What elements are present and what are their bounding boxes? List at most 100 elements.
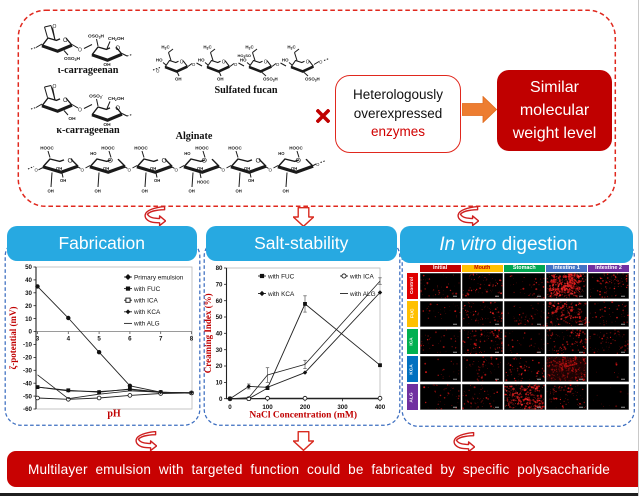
svg-text:H3C: H3C <box>245 45 254 51</box>
svg-text:O: O <box>306 59 310 65</box>
svg-text:20: 20 <box>25 303 32 310</box>
svg-text:200: 200 <box>300 404 311 411</box>
svg-text:-30: -30 <box>23 368 33 375</box>
svg-text:O: O <box>156 69 160 74</box>
svg-text:OH: OH <box>56 166 62 171</box>
svg-text:-40: -40 <box>23 380 33 387</box>
svg-text:10: 10 <box>216 380 223 387</box>
svg-text:O: O <box>175 168 179 173</box>
svg-text:0: 0 <box>228 404 232 411</box>
svg-text:Primary emulsion: Primary emulsion <box>134 274 184 281</box>
svg-text:OH: OH <box>60 178 66 183</box>
svg-text:with FUC: with FUC <box>133 286 161 293</box>
svg-text:OH: OH <box>103 62 111 68</box>
svg-text:70: 70 <box>216 282 223 289</box>
svg-text:HOOC: HOOC <box>195 146 209 151</box>
svg-text:OH: OH <box>217 77 224 82</box>
svg-text:O: O <box>276 62 280 67</box>
svg-text:O: O <box>264 59 268 65</box>
svg-text:O: O <box>63 38 68 44</box>
svg-text:HO3SO: HO3SO <box>237 53 251 59</box>
svg-text:OH: OH <box>142 189 148 194</box>
svg-text:CH2OH: CH2OH <box>108 36 125 42</box>
svg-text:OH: OH <box>150 166 156 171</box>
svg-text:OH: OH <box>244 166 250 171</box>
svg-text:OH: OH <box>189 189 195 194</box>
svg-text:HOOC: HOOC <box>134 146 148 151</box>
svg-text:HO: HO <box>156 58 163 63</box>
svg-text:-10: -10 <box>23 342 33 349</box>
svg-text:400: 400 <box>375 404 386 411</box>
svg-text:30: 30 <box>216 347 223 354</box>
svg-text:OSO3H: OSO3H <box>305 77 320 83</box>
svg-text:300: 300 <box>337 404 348 411</box>
svg-text:O: O <box>128 168 132 173</box>
svg-text:100: 100 <box>262 404 273 411</box>
svg-text:HO: HO <box>240 58 247 63</box>
svg-text:HO: HO <box>278 151 285 156</box>
svg-text:OH: OH <box>236 189 242 194</box>
svg-text:OH: OH <box>103 166 109 171</box>
svg-text:O: O <box>202 158 207 164</box>
svg-text:0: 0 <box>219 396 223 403</box>
svg-text:40: 40 <box>216 331 223 338</box>
svg-text:OH: OH <box>154 178 160 183</box>
svg-text:O: O <box>162 158 167 164</box>
svg-text:with KCA: with KCA <box>133 309 161 316</box>
svg-text:HO: HO <box>90 151 97 156</box>
svg-text:OH: OH <box>68 116 76 122</box>
svg-text:O: O <box>78 48 82 54</box>
svg-text:O: O <box>108 158 113 164</box>
svg-text:OH: OH <box>175 77 182 82</box>
svg-text:O: O <box>319 60 323 65</box>
svg-text:OH: OH <box>248 178 254 183</box>
svg-text:HOOC: HOOC <box>101 146 115 151</box>
svg-text:50: 50 <box>25 264 32 271</box>
svg-text:OSO3-: OSO3- <box>89 94 103 100</box>
svg-text:-60: -60 <box>23 406 33 413</box>
svg-text:5: 5 <box>97 336 101 343</box>
svg-text:-50: -50 <box>23 393 33 400</box>
svg-text:50: 50 <box>216 314 223 321</box>
svg-text:10: 10 <box>25 316 32 323</box>
svg-text:with KCA: with KCA <box>267 291 295 298</box>
svg-text:8: 8 <box>190 336 194 343</box>
svg-text:0: 0 <box>29 329 33 336</box>
svg-text:4: 4 <box>67 336 71 343</box>
svg-text:OSO3H: OSO3H <box>88 34 105 40</box>
svg-text:OH: OH <box>283 189 289 194</box>
svg-text:HO: HO <box>282 58 289 63</box>
svg-text:OSO3H: OSO3H <box>263 77 278 83</box>
svg-text:O: O <box>115 106 120 112</box>
svg-text:with FUC: with FUC <box>267 273 295 280</box>
svg-text:20: 20 <box>216 363 223 370</box>
svg-text:with ICA: with ICA <box>133 298 159 305</box>
svg-text:60: 60 <box>216 298 223 305</box>
svg-text:OH: OH <box>197 166 203 171</box>
svg-text:OH: OH <box>95 189 101 194</box>
svg-text:O: O <box>222 59 226 65</box>
svg-text:O: O <box>115 46 120 52</box>
svg-text:O: O <box>78 108 82 114</box>
svg-text:OH: OH <box>103 122 111 128</box>
svg-text:O: O <box>222 168 226 173</box>
svg-text:pH: pH <box>107 409 121 420</box>
svg-text:80: 80 <box>216 265 223 272</box>
svg-text:NaCl Concentration (mM): NaCl Concentration (mM) <box>249 410 357 421</box>
svg-text:7: 7 <box>159 336 163 343</box>
svg-text:O: O <box>53 84 57 90</box>
svg-text:O: O <box>53 24 57 30</box>
svg-text:O: O <box>81 168 85 173</box>
svg-text:40: 40 <box>25 277 32 284</box>
svg-text:Creaming Index (%): Creaming Index (%) <box>204 293 213 373</box>
svg-text:6: 6 <box>128 336 132 343</box>
svg-text:OH: OH <box>48 189 54 194</box>
svg-text:ζ-potential (mV): ζ-potential (mV) <box>8 307 18 370</box>
svg-text:H3C: H3C <box>203 45 212 51</box>
svg-text:O: O <box>63 98 68 104</box>
svg-text:O: O <box>234 62 238 67</box>
svg-text:O: O <box>68 158 73 164</box>
svg-text:HOOC: HOOC <box>197 180 210 185</box>
svg-text:OH: OH <box>291 166 297 171</box>
svg-text:HOOC: HOOC <box>289 146 303 151</box>
